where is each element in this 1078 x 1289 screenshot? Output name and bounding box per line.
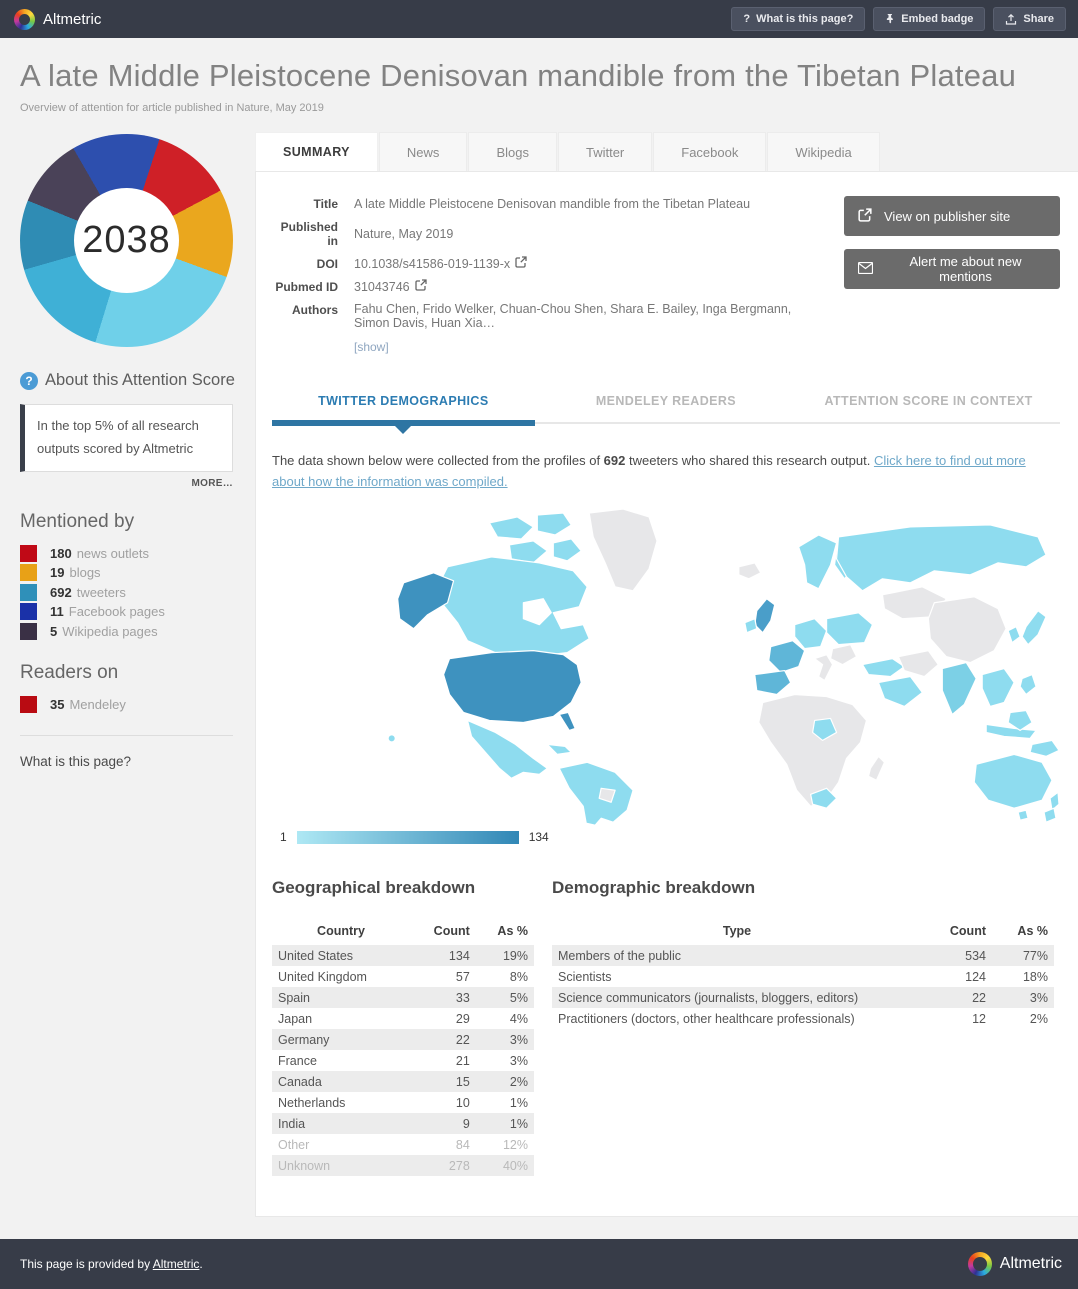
mention-list: 180 news outlets 19 blogs 692 tweeters 1…	[20, 544, 235, 640]
score-context-text: In the top 5% of all research outputs sc…	[37, 418, 199, 456]
reader-row-mendeley[interactable]: 35 Mendeley	[20, 695, 235, 713]
score-context-box: In the top 5% of all research outputs sc…	[20, 404, 233, 472]
about-attention-score-label[interactable]: About this Attention Score	[45, 371, 235, 389]
footer-text: This page is provided by Altmetric.	[20, 1257, 203, 1272]
scale-min-label: 1	[280, 830, 287, 845]
share-button[interactable]: Share	[993, 7, 1066, 31]
table-row: United Kingdom 57 8%	[278, 969, 528, 984]
brand-name: Altmetric	[43, 10, 102, 28]
footer-brand: Altmetric	[967, 1252, 1062, 1277]
tab-wikipedia[interactable]: Wikipedia	[767, 132, 880, 171]
tab-blogs[interactable]: Blogs	[468, 132, 557, 171]
attention-score: 2038	[82, 219, 171, 261]
page-subtitle: Overview of attention for article publis…	[20, 102, 324, 114]
table-row: Scientists 124 18%	[558, 969, 1048, 984]
mention-row-wikipedia[interactable]: 5 Wikipedia pages	[20, 622, 235, 640]
mentioned-by-heading: Mentioned by	[20, 510, 135, 532]
external-link-icon[interactable]	[515, 256, 527, 271]
footer: This page is provided by Altmetric. Altm…	[0, 1239, 1078, 1289]
table-row: Canada 15 2%	[272, 1071, 534, 1093]
subtab-mendeley-readers[interactable]: MENDELEY READERS	[595, 394, 737, 408]
article-details: Title A late Middle Pleistocene Denisova…	[272, 196, 824, 356]
external-link-icon	[858, 207, 872, 225]
table-row: Netherlands 10 1%	[278, 1095, 528, 1110]
embed-badge-button[interactable]: Embed badge	[873, 7, 986, 31]
summary-panel: Title A late Middle Pleistocene Denisova…	[255, 171, 1078, 1218]
alert-new-mentions-button[interactable]: Alert me about new mentions	[844, 249, 1060, 289]
table-row: Other 84 12%	[278, 1137, 528, 1152]
table-row: Practitioners (doctors, other healthcare…	[558, 1011, 1048, 1026]
scale-gradient-bar	[296, 830, 519, 844]
view-on-publisher-button[interactable]: View on publisher site	[844, 196, 1060, 236]
altmetric-logo-icon	[14, 8, 35, 30]
mail-icon	[857, 261, 874, 277]
detail-title-row: Title A late Middle Pleistocene Denisova…	[313, 196, 751, 212]
tweeter-count: 692	[603, 453, 626, 468]
mendeley-color-swatch	[20, 695, 37, 713]
more-link[interactable]: MORE…	[191, 477, 233, 489]
subtab-attention-score-context[interactable]: ATTENTION SCORE IN CONTEXT	[824, 394, 1033, 408]
sidebar: 2038 ? About this Attention Score In the…	[0, 132, 235, 771]
subtab-twitter-demographics[interactable]: TWITTER DEMOGRAPHICS	[318, 394, 489, 408]
table-row: Members of the public 534 77%	[552, 945, 1054, 967]
world-map-choropleth: 1 134	[272, 507, 1060, 844]
detail-published-row: Published in Nature, May 2019	[280, 220, 454, 248]
what-is-this-page-button[interactable]: ? What is this page?	[731, 7, 866, 31]
world-map-svg	[388, 508, 1060, 826]
question-icon: ?	[743, 13, 751, 25]
altmetric-logo-icon	[967, 1252, 992, 1277]
what-is-this-page-link[interactable]: What is this page?	[20, 753, 132, 769]
demographic-breakdown-title: Demographic breakdown	[552, 878, 756, 898]
geographical-breakdown-title: Geographical breakdown	[272, 878, 476, 898]
scale-max-label: 134	[528, 830, 549, 845]
table-row: India 9 1%	[272, 1113, 534, 1135]
blogs-color-swatch	[20, 564, 37, 581]
mention-row-facebook[interactable]: 11 Facebook pages	[20, 603, 235, 620]
detail-doi-row: DOI 10.1038/s41586-019-1139-x	[272, 256, 824, 271]
mention-row-blogs[interactable]: 19 blogs	[20, 564, 235, 581]
table-row: France 21 3%	[278, 1053, 528, 1068]
footer-brand-name: Altmetric	[999, 1255, 1062, 1273]
pubmed-value[interactable]: 31043746	[354, 279, 410, 294]
readers-on-heading: Readers on	[20, 661, 119, 683]
page-title: A late Middle Pleistocene Denisovan mand…	[20, 58, 1017, 93]
demographics-note: The data shown below were collected from…	[272, 453, 1026, 490]
footer-altmetric-link[interactable]: Altmetric	[152, 1257, 200, 1272]
question-circle-icon: ?	[20, 371, 38, 390]
mention-row-news[interactable]: 180 news outlets	[20, 544, 235, 562]
doi-value[interactable]: 10.1038/s41586-019-1139-x	[354, 256, 511, 271]
pin-icon	[885, 13, 895, 25]
tab-facebook[interactable]: Facebook	[653, 132, 767, 171]
detail-authors-row: Authors Fahu Chen, Frido Welker, Chuan-C…	[292, 302, 792, 330]
table-row: Japan 29 4%	[278, 1011, 528, 1026]
show-authors-link[interactable]: [show]	[354, 340, 389, 354]
subtab-indicator	[272, 420, 1060, 434]
table-row: Germany 22 3%	[272, 1029, 534, 1051]
wikipedia-color-swatch	[20, 622, 37, 640]
tab-news[interactable]: News	[378, 132, 468, 171]
subtabs: TWITTER DEMOGRAPHICS MENDELEY READERS AT…	[272, 386, 1060, 420]
table-row: United States 134 19%	[272, 945, 534, 967]
demographic-breakdown-table: Type Count As % Members of the public 534…	[552, 920, 1054, 1029]
share-icon	[1005, 13, 1017, 25]
attention-score-badge: 2038	[20, 134, 233, 347]
main-tabs: SUMMARY News Blogs Twitter Facebook Wiki…	[255, 132, 1078, 171]
geographical-breakdown-table: Country Count As % United States 134 19% U…	[272, 920, 534, 1177]
map-color-scale: 1 134	[280, 830, 1060, 844]
altmetric-brand: Altmetric	[14, 8, 102, 30]
mention-row-tweeters[interactable]: 692 tweeters	[20, 583, 235, 601]
tab-summary[interactable]: SUMMARY	[255, 132, 378, 171]
table-row: Spain 33 5%	[272, 987, 534, 1009]
tab-twitter[interactable]: Twitter	[557, 132, 653, 171]
detail-pubmed-row: Pubmed ID 31043746	[272, 279, 824, 294]
sidebar-divider	[20, 734, 233, 736]
news-color-swatch	[20, 544, 37, 562]
table-row: Unknown 278 40%	[272, 1155, 534, 1177]
external-link-icon[interactable]	[414, 279, 427, 294]
top-bar: Altmetric ? What is this page? Embed bad…	[0, 0, 1078, 38]
compiled-info-link[interactable]: Click here to find out more about how th…	[272, 453, 1026, 490]
facebook-color-swatch	[20, 603, 37, 620]
table-row: Science communicators (journalists, blog…	[552, 987, 1054, 1009]
tweeters-color-swatch	[20, 583, 37, 601]
